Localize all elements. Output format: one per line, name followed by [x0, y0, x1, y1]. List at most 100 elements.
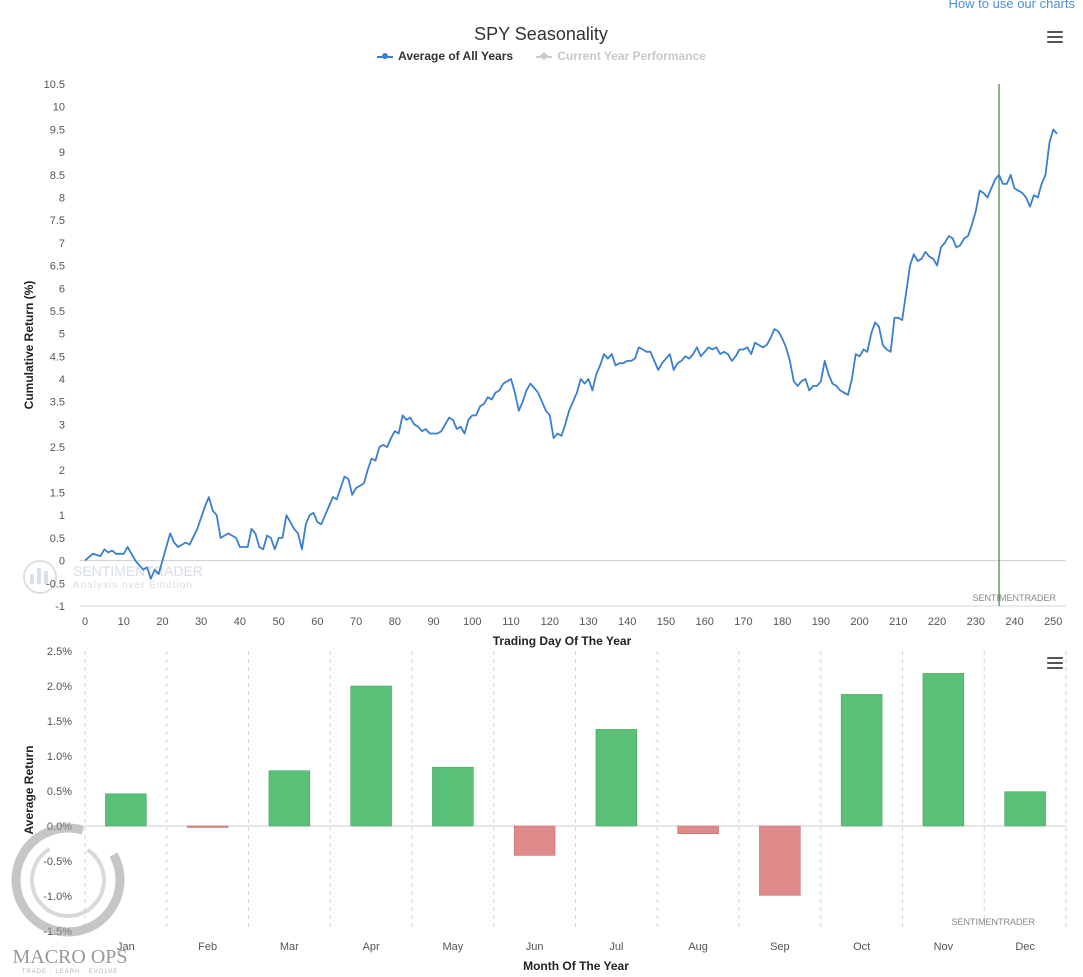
line-y-tick-label: 0 — [59, 556, 65, 568]
line-y-tick-label: 5 — [59, 329, 65, 341]
bar-x-tick-label: Aug — [688, 941, 708, 953]
bar-x-tick-label: Dec — [1015, 941, 1035, 953]
bar-feb[interactable] — [186, 825, 229, 828]
line-x-tick-label: 140 — [618, 616, 636, 628]
bar-month-gridlines — [84, 651, 1067, 931]
line-chart-credit: SENTIMENTRADER — [972, 593, 1056, 603]
bar-y-tick-label: 1.5% — [47, 716, 72, 728]
bar-x-axis-title: Month Of The Year — [523, 959, 629, 973]
line-y-axis-title: Cumulative Return (%) — [22, 281, 36, 410]
bar-x-tick-label: Sep — [770, 941, 790, 953]
macro-ops-watermark-tagline: TRADE · LEARN · EVOLVE — [22, 969, 119, 975]
line-chart-legend: Average of All Years Current Year Perfor… — [0, 49, 1083, 63]
line-x-axis-title: Trading Day Of The Year — [493, 634, 632, 648]
line-y-tick-label: 4.5 — [50, 351, 65, 363]
legend-diamond-marker-icon — [536, 55, 553, 58]
bar-may[interactable] — [432, 766, 474, 827]
bar-y-tick-label: 2.0% — [47, 681, 72, 693]
bar-x-tick-label: May — [442, 941, 463, 953]
sentimentrader-logo-icon — [23, 560, 57, 594]
line-x-tick-label: 100 — [463, 616, 481, 628]
line-x-tick-label: 190 — [812, 616, 830, 628]
line-y-tick-label: 9.5 — [50, 124, 65, 136]
line-y-tick-label: 9 — [59, 147, 65, 159]
bar-x-tick-label: Jun — [526, 941, 544, 953]
line-x-tick-label: 170 — [734, 616, 752, 628]
line-x-tick-label: 60 — [311, 616, 323, 628]
line-y-tick-label: -1 — [55, 601, 65, 613]
line-x-tick-label: 150 — [657, 616, 675, 628]
legend-label-average: Average of All Years — [398, 49, 514, 63]
line-x-tick-label: 110 — [502, 616, 520, 628]
line-y-tick-label: 1.5 — [50, 488, 65, 500]
bar-jun[interactable] — [513, 825, 556, 856]
line-x-tick-label: 220 — [928, 616, 946, 628]
bar-series — [105, 673, 1046, 896]
bar-chart-credit: SENTIMENTRADER — [951, 917, 1035, 927]
how-to-use-charts-link[interactable]: How to use our charts — [948, 0, 1075, 11]
bar-sep[interactable] — [759, 825, 801, 896]
macro-ops-logo-icon — [11, 823, 125, 937]
line-y-tick-label: 4 — [59, 374, 65, 386]
bar-y-tick-label: -1.0% — [43, 891, 72, 903]
line-y-tick-label: 10.5 — [44, 79, 65, 91]
line-x-tick-label: 0 — [82, 616, 88, 628]
line-chart-menu-icon[interactable] — [1047, 31, 1063, 43]
bar-x-tick-label: Feb — [198, 941, 217, 953]
line-x-tick-label: 30 — [195, 616, 207, 628]
line-y-tick-label: 5.5 — [50, 306, 65, 318]
line-y-tick-label: 3 — [59, 419, 65, 431]
line-x-tick-label: 160 — [696, 616, 714, 628]
bar-x-tick-label: Oct — [853, 941, 870, 953]
line-y-tick-label: 10 — [53, 102, 65, 114]
bar-apr[interactable] — [350, 685, 392, 827]
bar-y-tick-label: 1.0% — [47, 751, 72, 763]
line-x-tick-label: 210 — [889, 616, 907, 628]
bar-x-tick-label: Apr — [363, 941, 380, 953]
line-x-tick-label: 180 — [773, 616, 791, 628]
bar-chart-menu-icon[interactable] — [1047, 657, 1063, 669]
line-y-tick-label: -0.5 — [46, 578, 65, 590]
line-y-tick-label: 8 — [59, 192, 65, 204]
bar-dec[interactable] — [1004, 791, 1046, 827]
legend-item-average-all-years[interactable]: Average of All Years — [377, 49, 513, 63]
line-x-tick-label: 250 — [1044, 616, 1062, 628]
line-y-tick-label: 3.5 — [50, 397, 65, 409]
bar-y-axis-title: Average Return — [22, 746, 36, 835]
legend-circle-marker-icon — [377, 52, 394, 59]
legend-item-current-year[interactable]: Current Year Performance — [536, 49, 706, 63]
line-x-tick-label: 20 — [156, 616, 168, 628]
line-y-tick-label: 2 — [59, 465, 65, 477]
line-x-tick-label: 130 — [579, 616, 597, 628]
bar-mar[interactable] — [268, 770, 311, 827]
bar-y-tick-label: 2.5% — [47, 646, 72, 658]
bar-x-tick-label: Jan — [117, 941, 135, 953]
line-x-tick-label: 120 — [541, 616, 559, 628]
line-chart-title: SPY Seasonality — [474, 24, 608, 44]
line-x-tick-label: 50 — [273, 616, 285, 628]
line-y-tick-label: 0.5 — [50, 533, 65, 545]
bar-jul[interactable] — [595, 729, 638, 827]
line-y-tick-label: 2.5 — [50, 442, 65, 454]
line-y-tick-label: 7 — [59, 238, 65, 250]
macro-ops-watermark-brand: MACRO OPS — [12, 946, 127, 968]
bar-y-axis: -1.5%-1.0%-0.5%0.0%0.5%1.0%1.5%2.0%2.5% — [43, 646, 72, 938]
bar-x-axis: Jan Feb Mar Apr May Jun Jul Aug Sep Oct Nov Dec — [117, 941, 1035, 953]
line-x-tick-label: 230 — [967, 616, 985, 628]
line-y-tick-label: 6 — [59, 283, 65, 295]
sentimentrader-watermark: SENTIMENTRADER Analysis over Emotion — [23, 560, 203, 594]
bar-oct[interactable] — [840, 694, 883, 827]
macro-ops-watermark: MACRO OPS TRADE · LEARN · EVOLVE — [11, 823, 128, 975]
bar-nov[interactable] — [922, 673, 965, 827]
bar-jan[interactable] — [105, 793, 147, 827]
bar-aug[interactable] — [677, 825, 719, 834]
line-y-tick-label: 1 — [59, 510, 65, 522]
bar-y-tick-label: -0.5% — [43, 856, 72, 868]
line-y-axis: -1 -0.5 0 0.5 1 1.5 2 2.5 3 3.5 4 4.5 5 5.5 6 6.5 7 7.5 8 8… — [44, 79, 65, 613]
series-line-average-all-years[interactable] — [84, 128, 1058, 580]
line-x-tick-label: 10 — [118, 616, 130, 628]
bar-y-tick-label: 0.5% — [47, 786, 72, 798]
bar-x-tick-label: Nov — [934, 941, 954, 953]
sentimentrader-watermark-brand: SENTIMENTRADER — [73, 563, 203, 579]
